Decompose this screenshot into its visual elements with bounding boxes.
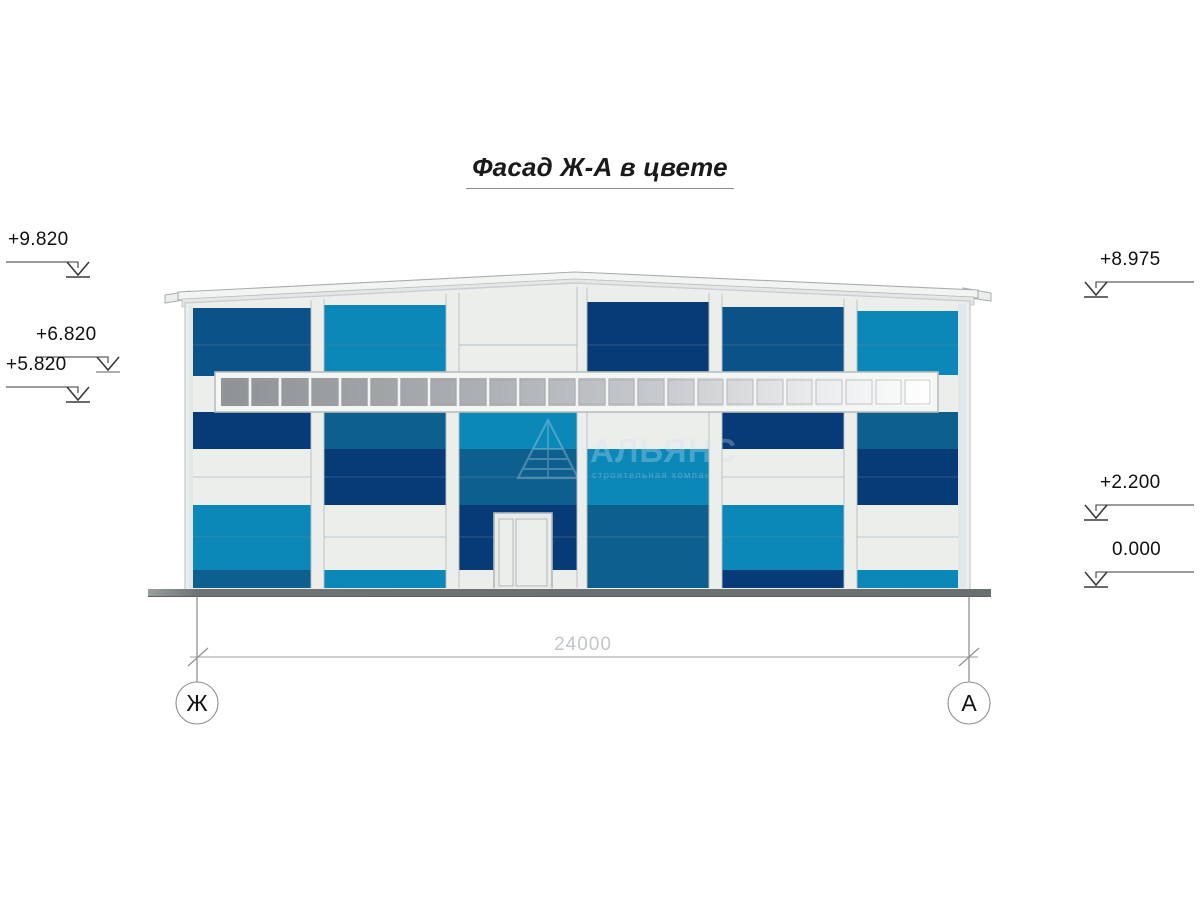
panel-mid-c-bay1 <box>189 505 311 570</box>
ribbon-window-pane-outlines <box>222 379 931 405</box>
drawing-title-text: Фасад Ж-А в цвете <box>466 152 734 189</box>
leader-9820 <box>6 261 90 278</box>
panel-upper-bay3 <box>459 300 577 374</box>
panel-upper-bay1 <box>189 308 311 376</box>
panel-mid-a-bay5 <box>722 412 844 449</box>
panel-mid-a-bay6 <box>857 412 966 449</box>
ribbon-window-mullions <box>248 378 905 406</box>
ribbon-window[interactable] <box>214 371 939 413</box>
dim-tick-right <box>958 647 980 667</box>
leader-0000 <box>1084 571 1194 588</box>
panel-mid-c-bay2 <box>324 505 446 570</box>
panel-plinth-bay2 <box>324 570 446 588</box>
panel-mid-c-bay6 <box>857 505 966 570</box>
leader-2200 <box>1084 504 1194 521</box>
roof-slab <box>177 271 979 301</box>
dimension-label: 24000 <box>554 634 612 655</box>
door-leaf-narrow <box>498 518 514 587</box>
door-leaf-wide <box>515 518 548 587</box>
axis-bubble-zh-label: Ж <box>186 690 207 716</box>
panel-plinth-bay5 <box>722 570 844 588</box>
ground-band <box>148 589 991 596</box>
dimension-chain-24000: 24000 <box>187 596 980 682</box>
leader-8975 <box>1084 281 1194 298</box>
corner-jamb-left <box>189 300 193 588</box>
dim-tick-left <box>187 647 209 667</box>
axis-bubble-zh[interactable]: Ж <box>175 681 219 725</box>
watermark-tagline: строительная компания <box>592 470 725 481</box>
panel-mid-c-bay4 <box>587 505 709 570</box>
entrance-door[interactable] <box>493 512 553 590</box>
panel-mid-a-bay4 <box>587 412 709 449</box>
panel-plinth-bay6 <box>857 570 966 588</box>
level-leaders-right <box>1084 281 1194 588</box>
panel-mid-a-bay1 <box>189 412 311 449</box>
panel-plinth-bay4 <box>587 570 709 588</box>
leader-6820 <box>36 356 120 373</box>
leader-5820 <box>6 386 90 403</box>
panel-mid-a-bay3 <box>459 412 577 449</box>
panel-upper-bay6 <box>857 311 966 375</box>
panel-mid-a-bay2 <box>324 412 446 449</box>
panel-plinth-bay1 <box>189 570 311 588</box>
panel-upper-bay5 <box>722 307 844 375</box>
axis-bubble-a-label: А <box>961 690 977 716</box>
bay-mullions <box>310 287 858 588</box>
panel-mid-c-bay5 <box>722 505 844 570</box>
facade-panel-field: АЛЬЯНС строительная компания <box>189 287 966 590</box>
panels-upper <box>189 300 966 376</box>
axis-bubble-a[interactable]: А <box>947 681 991 725</box>
panel-upper-bay2 <box>324 305 446 375</box>
ground-line <box>148 589 991 597</box>
pyramid-icon <box>516 417 580 480</box>
corner-jamb-right <box>958 300 966 588</box>
drawing-title: Фасад Ж-А в цвете <box>0 152 1200 189</box>
panel-upper-bay4 <box>587 302 709 374</box>
level-leaders-left <box>6 261 120 403</box>
